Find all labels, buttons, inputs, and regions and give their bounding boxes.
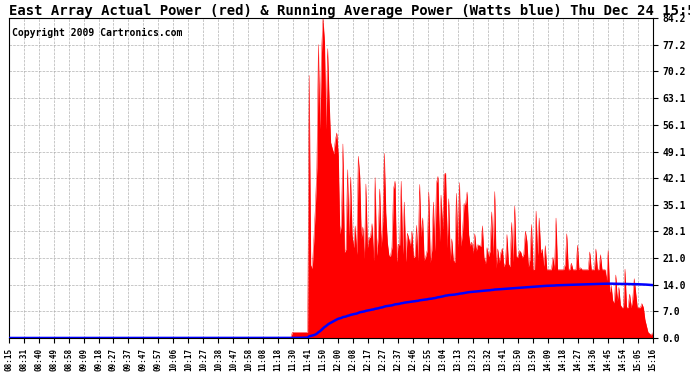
Text: East Array Actual Power (red) & Running Average Power (Watts blue) Thu Dec 24 15: East Array Actual Power (red) & Running … [9,4,690,18]
Text: Copyright 2009 Cartronics.com: Copyright 2009 Cartronics.com [12,28,182,38]
